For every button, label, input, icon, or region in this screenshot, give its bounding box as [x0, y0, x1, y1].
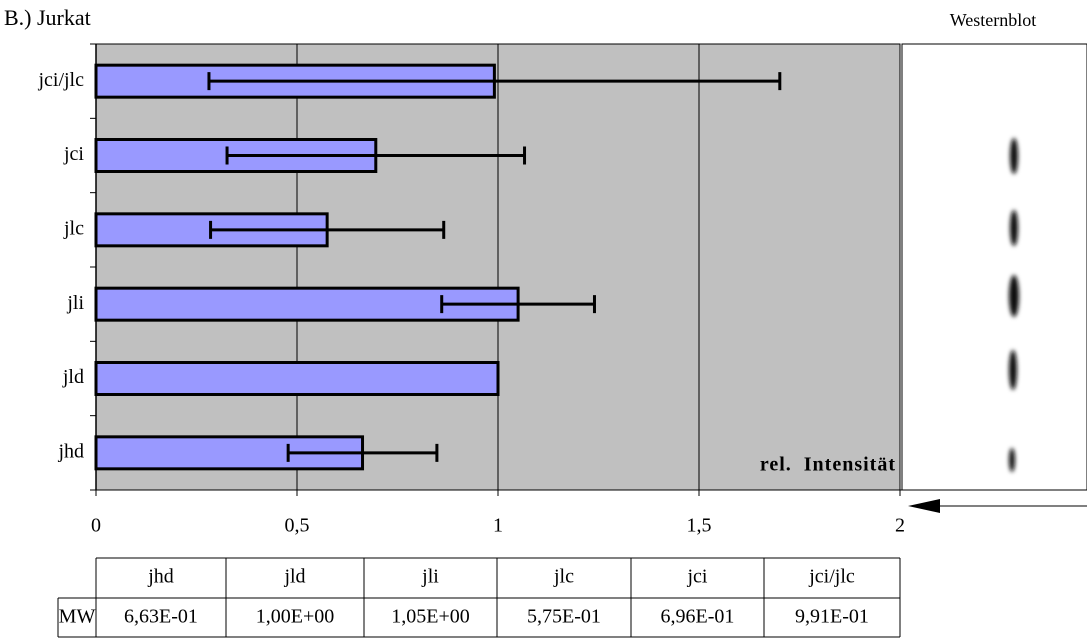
x-tick-label: 0,5 [285, 515, 310, 537]
bar [96, 363, 498, 395]
table-cell: 9,91E-01 [795, 606, 869, 628]
y-tick-label: jlc [63, 217, 84, 239]
y-tick-label: jli [66, 292, 84, 314]
y-tick-label: jhd [57, 440, 84, 462]
y-tick-label: jci [63, 143, 84, 165]
table-header: jlc [553, 566, 574, 588]
table-header: jli [421, 566, 439, 588]
annotation: rel. Intensität [760, 454, 896, 476]
chart: B.) Jurkat Westernblot 0 0,5 1 1,5 2 jci/jlc j… [0, 0, 1087, 639]
table-cell: 6,96E-01 [661, 606, 735, 628]
x-tick-label: 1 [493, 515, 503, 537]
x-tick-label: 2 [895, 515, 905, 537]
x-tick-label: 0 [91, 515, 101, 537]
table-cell: 1,00E+00 [256, 606, 335, 628]
table-header: jci/jlc [808, 566, 855, 588]
y-tick-label: jld [62, 366, 84, 388]
x-tick-label: 1,5 [687, 515, 712, 537]
y-tick-label: jci/jlc [37, 69, 84, 91]
arrow-head [908, 499, 940, 513]
side-title: Westernblot [950, 10, 1037, 30]
chart-title: B.) Jurkat [4, 5, 91, 30]
table-header: jhd [147, 566, 174, 588]
table-header: jci [687, 566, 708, 588]
table-cell: 1,05E+00 [391, 606, 470, 628]
table-cell: MW [59, 606, 96, 628]
table-header: jld [283, 566, 305, 588]
table-cell: 5,75E-01 [527, 606, 601, 628]
table-cell: 6,63E-01 [124, 606, 198, 628]
blot-panel [902, 44, 1087, 490]
